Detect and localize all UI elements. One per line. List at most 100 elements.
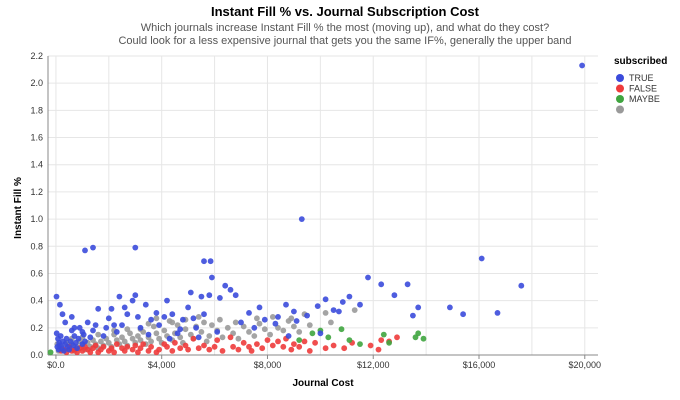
data-point-false <box>169 348 176 354</box>
data-point-unknown <box>201 319 207 326</box>
y-tick-label: 1.0 <box>30 214 43 224</box>
data-point-true <box>174 330 181 337</box>
data-point-false <box>201 342 207 349</box>
data-point-false <box>296 343 303 350</box>
data-point-false <box>341 345 348 352</box>
x-tick-label: $4,000 <box>148 360 176 370</box>
data-point-false <box>113 341 120 347</box>
y-tick-label: 0.0 <box>30 350 43 360</box>
data-point-true <box>298 216 305 223</box>
data-point-false <box>190 335 197 342</box>
data-point-false <box>378 337 385 343</box>
data-point-false <box>182 342 189 349</box>
data-point-true <box>111 322 117 328</box>
data-point-false <box>95 349 102 356</box>
y-tick-label: 0.2 <box>30 323 43 333</box>
data-point-true <box>322 296 329 303</box>
data-point-false <box>394 334 400 341</box>
data-point-unknown <box>256 320 263 327</box>
data-point-true <box>54 343 61 350</box>
data-point-true <box>317 330 324 337</box>
data-point-true <box>116 293 123 300</box>
data-point-true <box>190 315 197 322</box>
x-tick-label: $20,000 <box>569 360 602 370</box>
data-point-true <box>285 333 292 339</box>
data-point-true <box>214 329 221 335</box>
data-point-true <box>53 293 60 300</box>
data-point-maybe <box>357 341 363 347</box>
grid-layer <box>48 55 598 356</box>
data-point-true <box>71 333 78 339</box>
data-point-true <box>121 304 128 311</box>
data-point-false <box>177 345 184 352</box>
data-point-unknown <box>251 333 258 339</box>
data-point-true <box>161 314 168 320</box>
data-point-false <box>240 339 247 346</box>
data-point-true <box>518 282 525 289</box>
data-point-true <box>100 333 107 339</box>
data-point-false <box>105 348 112 354</box>
data-point-true <box>275 314 281 320</box>
data-point-true <box>201 258 207 265</box>
y-tick-label: 0.6 <box>30 268 43 278</box>
data-point-true <box>119 322 125 328</box>
data-point-true <box>207 258 214 265</box>
legend-label: MAYBE <box>629 94 660 104</box>
data-point-unknown <box>232 319 239 326</box>
data-point-true <box>201 311 207 318</box>
data-point-false <box>214 337 221 343</box>
data-point-false <box>90 345 96 352</box>
data-point-true <box>185 304 192 311</box>
data-point-unknown <box>121 338 128 345</box>
chart-subtitle-line-1: Which journals increase Instant Fill % t… <box>141 22 549 34</box>
data-point-true <box>68 314 75 320</box>
data-point-unknown <box>113 337 120 343</box>
data-point-unknown <box>254 315 260 322</box>
data-point-unknown <box>322 310 329 316</box>
y-tick-label: 0.8 <box>30 241 43 251</box>
data-point-true <box>261 316 268 323</box>
y-tick-label: 0.4 <box>30 296 43 306</box>
data-point-true <box>113 329 120 335</box>
data-point-unknown <box>246 329 252 335</box>
y-tick-label: 1.6 <box>30 133 43 143</box>
data-point-true <box>62 319 69 326</box>
data-point-false <box>230 343 237 350</box>
chart-subtitle-line-2: Could look for a less expensive journal … <box>118 35 571 47</box>
data-point-maybe <box>47 349 54 356</box>
data-point-false <box>291 341 297 347</box>
data-point-true <box>57 301 63 308</box>
data-point-unknown <box>198 329 205 335</box>
data-point-true <box>142 301 149 308</box>
data-point-maybe <box>325 334 332 341</box>
data-point-true <box>283 301 289 308</box>
data-point-unknown <box>156 335 163 342</box>
data-point-unknown <box>261 326 268 333</box>
data-point-true <box>59 311 66 318</box>
y-tick-label: 1.8 <box>30 105 43 115</box>
data-point-true <box>272 320 279 327</box>
data-point-unknown <box>269 314 276 320</box>
data-point-unknown <box>267 331 273 338</box>
data-point-unknown <box>182 326 189 333</box>
data-point-true <box>293 318 300 324</box>
data-point-true <box>153 310 160 316</box>
data-point-unknown <box>195 314 202 320</box>
data-point-true <box>460 311 466 318</box>
data-point-true <box>76 324 83 331</box>
data-point-false <box>140 341 147 347</box>
data-point-maybe <box>386 339 392 346</box>
data-point-unknown <box>306 322 313 328</box>
data-point-unknown <box>161 327 168 334</box>
data-point-true <box>164 297 170 304</box>
point-layer <box>47 62 585 356</box>
data-point-true <box>378 281 385 288</box>
data-point-unknown <box>280 327 287 334</box>
data-point-false <box>288 346 295 353</box>
y-axis-title: Instant Fill % <box>13 177 24 239</box>
data-point-false <box>145 348 152 354</box>
data-point-false <box>172 339 178 346</box>
data-point-false <box>211 343 218 350</box>
data-point-true <box>357 301 363 308</box>
data-point-unknown <box>119 334 125 341</box>
